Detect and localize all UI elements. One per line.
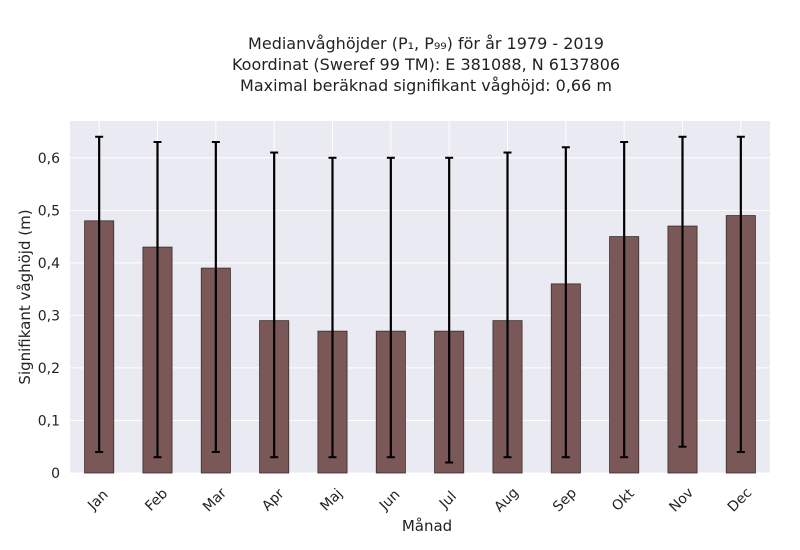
chart-title-line-3: Maximal beräknad signifikant våghöjd: 0,…	[240, 76, 612, 95]
y-axis-label: Signifikant våghöjd (m)	[16, 209, 34, 384]
x-axis-label: Månad	[402, 517, 452, 535]
x-tick-label: Jan	[84, 487, 111, 514]
error-bars	[95, 135, 745, 464]
y-tick-label: 0,4	[38, 256, 60, 272]
x-tick-label: Mar	[200, 485, 230, 515]
chart-title-line-1: Medianvåghöjder (P₁, P₉₉) för år 1979 - …	[248, 34, 604, 53]
x-tick-label: Apr	[259, 486, 288, 515]
x-tick-label: Okt	[609, 485, 638, 514]
y-tick-label: 0,1	[38, 413, 60, 429]
y-tick-label: 0	[51, 466, 60, 482]
plot-area	[70, 121, 770, 473]
chart-title: Medianvåghöjder (P₁, P₉₉) för år 1979 - …	[0, 33, 800, 96]
y-tick-label: 0,5	[38, 203, 60, 219]
x-tick-label: Sep	[550, 485, 580, 515]
x-tick-label: Jun	[376, 487, 403, 514]
y-tick-label: 0,2	[38, 361, 60, 377]
x-tick-label: Aug	[491, 485, 522, 516]
x-axis-ticks: Jan Feb Mar Apr Maj Jun Jul Aug Sep Okt Nov Dec	[84, 485, 755, 516]
x-tick-label: Dec	[725, 485, 755, 515]
y-axis-ticks: 0 0,1 0,2 0,3 0,4 0,5 0,6	[38, 151, 60, 482]
x-tick-label: Maj	[317, 486, 346, 515]
y-tick-label: 0,6	[38, 151, 60, 167]
chart-title-line-2: Koordinat (Sweref 99 TM): E 381088, N 61…	[231, 55, 621, 74]
y-tick-label: 0,3	[38, 308, 60, 324]
x-tick-label: Jul	[436, 489, 460, 513]
x-tick-label: Feb	[142, 486, 171, 515]
x-tick-label: Nov	[666, 485, 697, 516]
